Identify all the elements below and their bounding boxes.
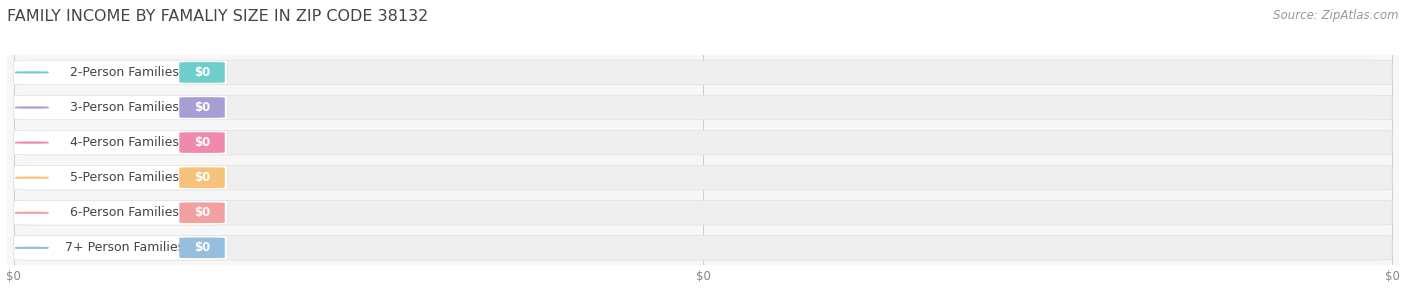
- Circle shape: [15, 212, 48, 213]
- FancyBboxPatch shape: [14, 235, 1392, 260]
- Text: $0: $0: [194, 171, 209, 184]
- Text: $0: $0: [194, 241, 209, 254]
- Text: 3-Person Families: 3-Person Families: [70, 101, 179, 114]
- FancyBboxPatch shape: [180, 203, 225, 223]
- FancyBboxPatch shape: [14, 95, 1392, 120]
- Text: $0: $0: [194, 66, 209, 79]
- FancyBboxPatch shape: [14, 200, 228, 225]
- FancyBboxPatch shape: [14, 95, 228, 120]
- Text: $0: $0: [194, 136, 209, 149]
- FancyBboxPatch shape: [14, 130, 228, 155]
- FancyBboxPatch shape: [14, 60, 228, 85]
- Circle shape: [15, 107, 48, 108]
- FancyBboxPatch shape: [180, 97, 225, 118]
- Text: FAMILY INCOME BY FAMALIY SIZE IN ZIP CODE 38132: FAMILY INCOME BY FAMALIY SIZE IN ZIP COD…: [7, 9, 429, 24]
- FancyBboxPatch shape: [180, 132, 225, 153]
- FancyBboxPatch shape: [14, 165, 1392, 190]
- FancyBboxPatch shape: [180, 62, 225, 83]
- FancyBboxPatch shape: [14, 130, 1392, 155]
- FancyBboxPatch shape: [14, 200, 1392, 225]
- Circle shape: [15, 247, 48, 248]
- Text: 6-Person Families: 6-Person Families: [70, 206, 179, 219]
- FancyBboxPatch shape: [14, 235, 228, 260]
- Text: 2-Person Families: 2-Person Families: [70, 66, 179, 79]
- Text: Source: ZipAtlas.com: Source: ZipAtlas.com: [1274, 9, 1399, 22]
- FancyBboxPatch shape: [14, 60, 1392, 85]
- Circle shape: [15, 177, 48, 178]
- FancyBboxPatch shape: [14, 165, 228, 190]
- Text: $0: $0: [194, 101, 209, 114]
- Text: 7+ Person Families: 7+ Person Families: [65, 241, 184, 254]
- Text: 5-Person Families: 5-Person Families: [70, 171, 179, 184]
- Circle shape: [15, 72, 48, 73]
- FancyBboxPatch shape: [180, 238, 225, 258]
- Text: $0: $0: [194, 206, 209, 219]
- Circle shape: [15, 142, 48, 143]
- FancyBboxPatch shape: [180, 167, 225, 188]
- Text: 4-Person Families: 4-Person Families: [70, 136, 179, 149]
